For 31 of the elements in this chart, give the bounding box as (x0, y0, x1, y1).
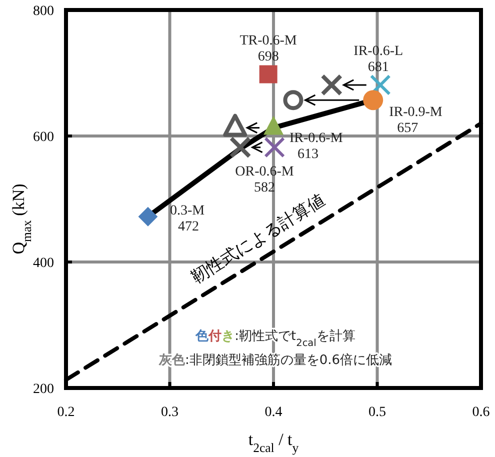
series-label: 0.3-M (170, 204, 206, 219)
data-label: 698 (258, 49, 279, 64)
series-label: IR-0.9-M (389, 105, 443, 120)
y-tick-label: 400 (33, 256, 54, 271)
x-tick-label: 0.2 (57, 405, 75, 420)
point (138, 207, 158, 226)
data-label: 472 (178, 220, 199, 235)
data-label: 681 (368, 60, 389, 75)
point (264, 136, 286, 158)
x-tick-label: 0.5 (368, 405, 386, 420)
series-label: OR-0.6-M (235, 164, 294, 180)
point (283, 90, 304, 110)
x-tick-label: 0.6 (472, 405, 490, 420)
y-tick-label: 200 (33, 382, 54, 397)
point (370, 74, 391, 96)
x-axis-title: t$_{2cal}$ / t$_{y}$ (248, 430, 300, 455)
data-label: 613 (298, 146, 318, 162)
series-label: IR-0.6-L (354, 44, 404, 59)
point (363, 90, 384, 110)
point (229, 136, 252, 158)
x-tick-label: 0.4 (264, 405, 282, 420)
point (259, 65, 278, 84)
series-label: IR-0.6-M (290, 130, 344, 146)
data-label: 582 (254, 180, 276, 196)
y-tick-label: 600 (33, 130, 54, 145)
x-tick-label: 0.3 (161, 405, 178, 420)
data-label: 657 (397, 121, 418, 136)
annotation: 色付き:靭性式でt$_{2cal}$を計算 (194, 329, 356, 348)
point (320, 74, 343, 96)
y-tick-label: 800 (33, 4, 54, 19)
series-label: TR-0.6-M (240, 33, 298, 48)
